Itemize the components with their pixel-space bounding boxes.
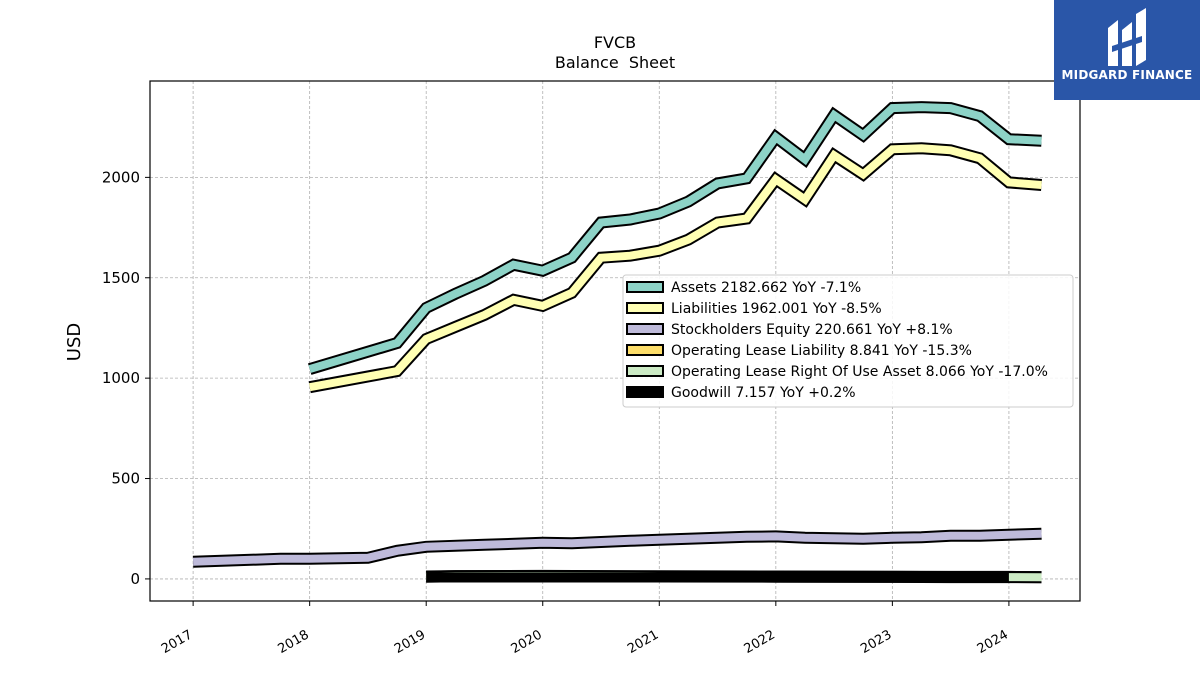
y-tick-label: 2000 — [102, 168, 140, 186]
series-line — [308, 103, 1042, 373]
legend-item: Operating Lease Right Of Use Asset 8.066… — [626, 364, 1048, 380]
legend-swatch — [626, 302, 664, 314]
series-assets — [307, 101, 1042, 375]
legend-swatch — [626, 323, 664, 335]
brand-logo: MIDGARD FINANCE — [1054, 0, 1200, 100]
legend-item: Stockholders Equity 220.661 YoY +8.1% — [626, 322, 953, 338]
y-axis-ticks: 0 500 1000 1500 2000 — [102, 168, 150, 588]
series-line — [192, 529, 1042, 566]
series-stockholders-equity — [192, 527, 1042, 568]
x-tick-label: 2020 — [509, 627, 545, 657]
x-tick-label: 2017 — [159, 627, 195, 657]
legend-item: Assets 2182.662 YoY -7.1% — [626, 280, 861, 296]
legend-box — [622, 274, 1074, 408]
x-tick-label: 2022 — [742, 627, 778, 657]
legend-label: Operating Lease Liability 8.841 YoY -15.… — [671, 343, 972, 359]
legend-swatch — [626, 281, 664, 293]
legend-label: Operating Lease Right Of Use Asset 8.066… — [671, 364, 1048, 380]
legend-swatch — [626, 344, 664, 356]
legend-swatch — [626, 365, 664, 377]
y-tick-label: 0 — [130, 570, 140, 588]
x-tick-label: 2023 — [858, 627, 894, 657]
x-tick-label: 2021 — [625, 627, 661, 657]
chart-title: FVCB — [594, 33, 636, 52]
x-tick-label: 2024 — [975, 627, 1011, 657]
x-tick-label: 2018 — [276, 627, 312, 657]
legend-label: Assets 2182.662 YoY -7.1% — [671, 280, 861, 296]
series-layer — [192, 101, 1042, 584]
y-tick-label: 1000 — [102, 369, 140, 387]
x-tick-label: 2019 — [392, 627, 428, 657]
legend-label: Stockholders Equity 220.661 YoY +8.1% — [671, 322, 953, 338]
legend-label: Liabilities 1962.001 YoY -8.5% — [671, 301, 882, 317]
series-liabilities — [308, 142, 1042, 394]
y-tick-label: 1500 — [102, 269, 140, 287]
y-tick-label: 500 — [111, 470, 140, 488]
legend: Assets 2182.662 YoY -7.1% Liabilities 196… — [622, 274, 1074, 408]
series-line — [308, 144, 1042, 392]
plot-frame — [149, 80, 1081, 602]
x-axis-ticks: 2017 2018 2019 2020 2021 2022 2023 2024 — [159, 601, 1011, 657]
legend-item: Liabilities 1962.001 YoY -8.5% — [626, 301, 882, 317]
chart-subtitle: Balance Sheet — [555, 53, 675, 72]
midgard-logo-icon — [1108, 8, 1146, 66]
legend-label: Goodwill 7.157 YoY +0.2% — [671, 385, 856, 401]
y-axis-label: USD — [64, 323, 85, 361]
legend-swatch — [626, 386, 664, 398]
legend-item: Operating Lease Liability 8.841 YoY -15.… — [626, 343, 972, 359]
logo-text: MIDGARD FINANCE — [1061, 68, 1193, 82]
legend-item: Goodwill 7.157 YoY +0.2% — [626, 385, 856, 401]
